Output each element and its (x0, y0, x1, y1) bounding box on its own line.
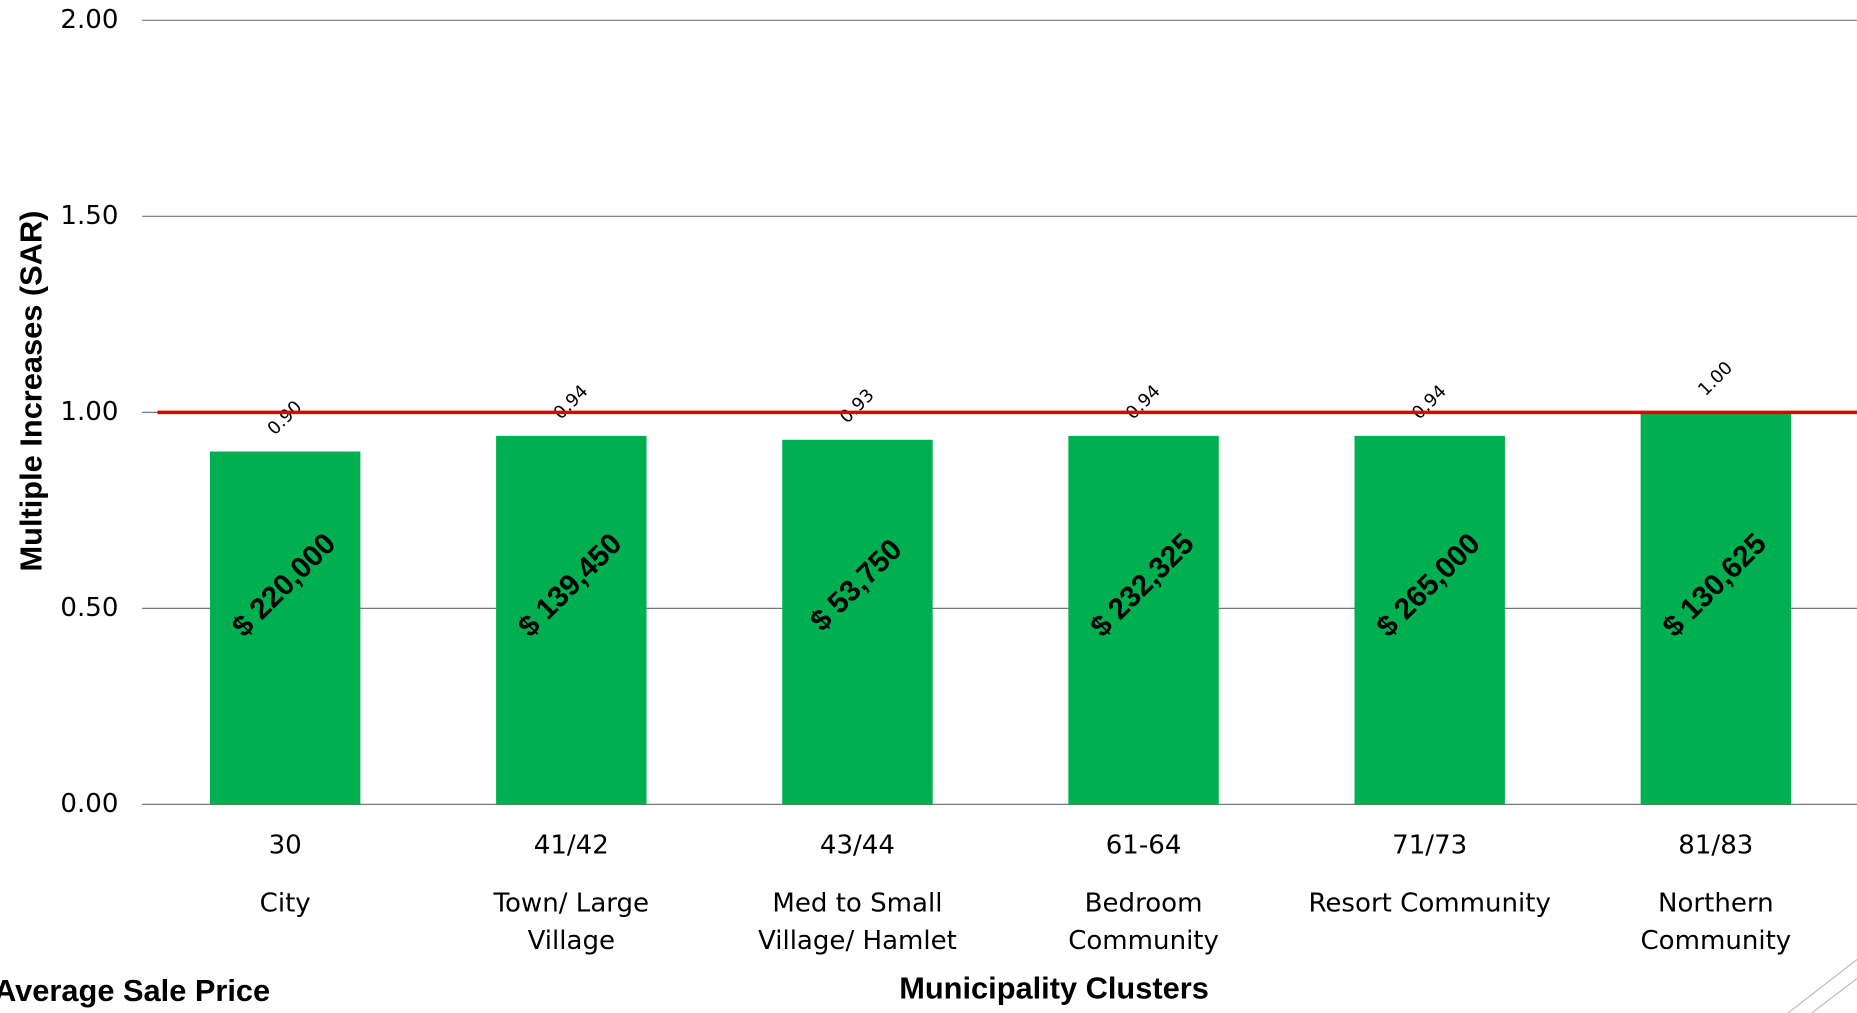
category-name: Bedroom (1085, 888, 1203, 918)
category-name: Town/ Large (493, 888, 650, 918)
x-tick-label: 41/42 (534, 830, 609, 860)
value-label: 1.00 (1695, 358, 1737, 400)
category-name: City (260, 888, 311, 918)
y-tick-label: 1.50 (60, 201, 118, 231)
y-tick-label: 0.50 (60, 593, 118, 623)
bar (209, 451, 361, 805)
price-legend: Average Sale Price (0, 973, 270, 1008)
category-name: Community (1068, 926, 1219, 956)
value-label: 0.94 (1409, 382, 1451, 424)
y-tick-label: 0.00 (60, 789, 118, 819)
value-label: 0.93 (836, 386, 878, 428)
x-tick-label: 30 (269, 830, 302, 860)
decoration (1787, 959, 1857, 1013)
bar (1354, 435, 1505, 805)
bar (1640, 412, 1792, 805)
y-tick-label: 1.00 (60, 397, 118, 427)
bar (1068, 435, 1219, 805)
x-tick-label: 81/83 (1678, 830, 1753, 860)
category-name: Village (528, 926, 615, 956)
category-name: Med to Small (772, 888, 942, 918)
category-name: Northern (1658, 888, 1774, 918)
y-tick-label: 2.00 (60, 5, 118, 35)
x-axis-title: Municipality Clusters (899, 970, 1209, 1005)
category-name: Village/ Hamlet (758, 926, 957, 956)
bar (496, 435, 647, 805)
y-axis-title: Multiple Increases (SAR) (13, 211, 48, 572)
bar (782, 439, 933, 805)
category-name: Resort Community (1308, 888, 1550, 918)
value-label: 0.94 (550, 382, 592, 424)
decoration (1811, 977, 1857, 1013)
category-name: Community (1640, 926, 1791, 956)
value-label: 0.94 (1123, 382, 1165, 424)
x-tick-label: 61-64 (1106, 830, 1182, 860)
x-tick-label: 43/44 (820, 830, 895, 860)
x-tick-label: 71/73 (1392, 830, 1467, 860)
value-label: 0.90 (264, 397, 306, 439)
